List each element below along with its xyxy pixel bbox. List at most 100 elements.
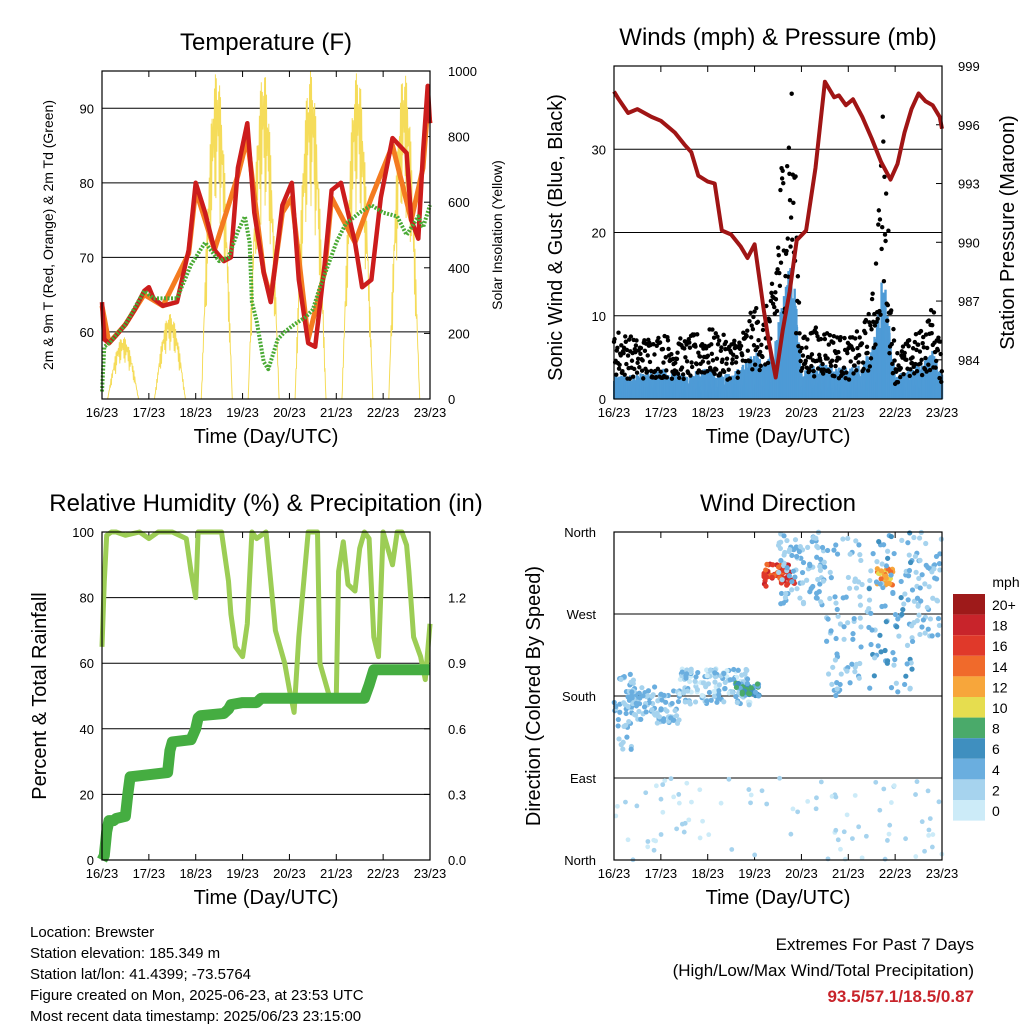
gust-point [619,343,624,348]
direction-point [643,709,649,715]
direction-point [916,575,922,582]
direction-point [752,689,759,695]
direction-point [661,692,667,698]
direction-point [784,582,790,588]
gust-point [760,327,766,333]
direction-point [907,530,913,536]
gust-point [869,296,875,302]
gust-point [887,350,892,356]
pressure-line [612,79,944,380]
gust-point [682,346,687,351]
direction-point [905,597,911,603]
gust-point [778,260,784,265]
gust-point [865,350,870,356]
direction-point [834,686,840,692]
station-info: Location: Brewster Station elevation: 18… [30,922,364,1027]
gust-point [775,245,781,250]
direction-point [653,783,659,789]
gust-point [635,360,640,366]
legend-swatch [953,738,985,759]
direction-point [660,782,666,788]
direction-point [888,533,894,540]
direction-point [686,817,692,823]
direction-point [833,542,839,548]
gust-point [853,336,858,341]
gust-point [869,327,874,332]
y2-tick-label: 0.6 [448,722,466,737]
gust-point [929,331,934,336]
direction-point [938,536,944,542]
gust-point [793,331,799,336]
direction-point [626,719,632,725]
gust-point [735,375,740,380]
y2-tick-label: 984 [958,353,980,368]
direction-point [870,551,876,557]
gust-point [908,367,913,372]
gust-point [755,319,761,325]
direction-point [887,581,893,587]
direction-point [739,691,745,697]
gust-point [836,349,841,355]
direction-point [878,568,884,574]
direction-point [697,787,703,793]
direction-point [883,575,889,582]
direction-point [814,595,820,601]
direction-point [856,542,862,548]
direction-point [821,559,827,565]
gust-point [770,301,776,306]
direction-point [866,586,872,592]
gust-point [923,332,929,337]
gust-point [860,360,866,365]
gust-point [913,361,918,367]
direction-point [654,720,660,726]
direction-point [882,647,888,654]
direction-point [868,568,874,574]
direction-point [625,837,631,843]
direction-point [615,716,621,723]
direction-point [789,552,795,559]
direction-point [852,669,858,675]
gust-point [805,337,810,342]
direction-point [853,538,859,544]
gust-point [813,325,819,330]
gust-point [909,360,915,366]
direction-point [624,734,630,740]
gust-point [872,323,878,328]
gust-point [684,359,690,364]
gust-point [935,348,941,353]
panel-title: Winds (mph) & Pressure (mb) [619,24,936,51]
legend-swatch [953,655,985,677]
direction-point [759,788,765,794]
gust-point [779,176,785,181]
extremes-title: Extremes For Past 7 Days [775,935,974,954]
gust-point [731,352,736,357]
gust-point [680,372,686,377]
gust-point [747,318,752,324]
direction-point [906,567,913,574]
direction-point [651,711,657,717]
gust-point [614,372,619,377]
gust-point [784,248,789,254]
gust-point [616,330,621,335]
direction-point [894,624,900,630]
gust-point [930,322,935,328]
gust-point [769,281,775,286]
direction-point [891,662,897,668]
direction-point [746,787,752,792]
gust-point [797,349,803,354]
gust-point [758,363,763,369]
direction-point [659,697,665,703]
gust-point [822,336,828,342]
direction-point [636,708,642,715]
gust-point [848,359,853,364]
direction-point [629,695,635,701]
direction-point [885,838,890,843]
direction-point [797,595,803,601]
direction-point [778,539,784,545]
direction-point [859,581,865,588]
direction-point [814,554,820,560]
direction-point [884,658,891,664]
y-tick-label: 10 [592,309,606,324]
y2-tick-label: 996 [958,118,980,133]
gust-point [751,343,757,348]
